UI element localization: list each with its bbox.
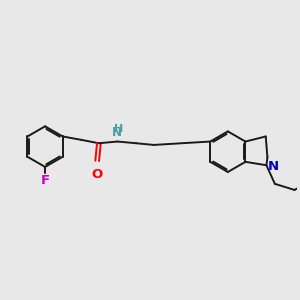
Text: H: H	[113, 124, 123, 134]
Text: N: N	[268, 160, 279, 173]
Text: O: O	[92, 168, 103, 181]
Text: N: N	[112, 126, 122, 139]
Text: F: F	[40, 174, 50, 188]
